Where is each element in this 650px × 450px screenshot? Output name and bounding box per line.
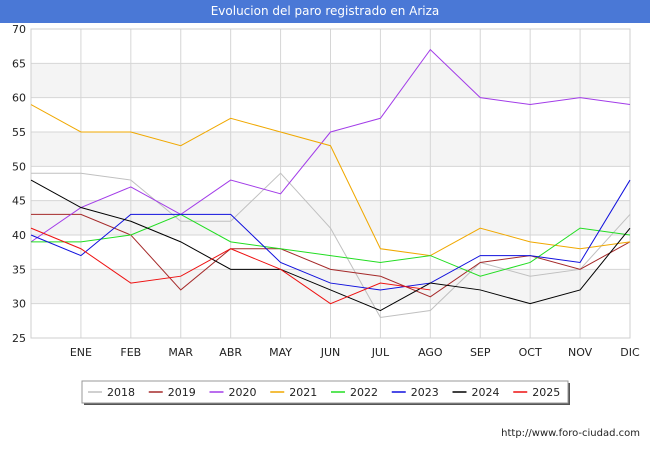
legend-label-2019: 2019 <box>168 386 196 399</box>
legend-label-2023: 2023 <box>411 386 439 399</box>
x-tick-label: ABR <box>219 346 242 359</box>
x-axis-ticks: ENE FEB MAR ABR MAY JUN JUL AGO SEP OCT NOV DIC <box>70 346 640 359</box>
y-tick-label: 70 <box>12 23 26 36</box>
legend-box <box>81 380 569 404</box>
x-tick-label: JUN <box>320 346 341 359</box>
legend-label-2025: 2025 <box>532 386 560 399</box>
y-axis-ticks: 25 30 35 40 45 50 55 60 65 70 <box>12 23 26 345</box>
legend-label-2022: 2022 <box>350 386 378 399</box>
x-tick-label: MAY <box>269 346 292 359</box>
series-line-2023 <box>30 179 631 291</box>
legend-label-2018: 2018 <box>107 386 135 399</box>
x-tick-label: FEB <box>120 346 141 359</box>
x-tick-label: MAR <box>168 346 193 359</box>
plot-frame <box>30 28 631 339</box>
y-tick-label: 65 <box>12 57 26 70</box>
x-tick-label: SEP <box>470 346 491 359</box>
y-tick-label: 40 <box>12 229 26 242</box>
series-line-2025 <box>30 227 431 305</box>
y-tick-label: 25 <box>12 332 26 345</box>
series-line-2022 <box>31 213 631 277</box>
y-tick-label: 30 <box>12 298 26 311</box>
legend-label-2024: 2024 <box>472 386 500 399</box>
series-lines <box>30 48 631 318</box>
x-tick-label: NOV <box>568 346 593 359</box>
chart-title: Evolucion del paro registrado en Ariza <box>210 4 440 18</box>
y-tick-label: 50 <box>12 160 26 173</box>
x-tick-label: ENE <box>70 346 92 359</box>
y-tick-label: 35 <box>12 263 26 276</box>
series-line-2021 <box>30 104 631 257</box>
legend-label-2020: 2020 <box>229 386 257 399</box>
x-tick-label: AGO <box>418 346 443 359</box>
x-tick-label: JUL <box>371 346 390 359</box>
y-tick-label: 55 <box>12 126 26 139</box>
y-tick-label: 45 <box>12 195 26 208</box>
source-credit: http://www.foro-ciudad.com <box>501 428 640 439</box>
legend-label-2021: 2021 <box>289 386 317 399</box>
legend: 2018 2019 2020 2021 2022 2023 2024 2025 <box>81 380 570 405</box>
title-bar <box>0 0 650 23</box>
x-tick-label: DIC <box>620 346 640 359</box>
x-tick-label: OCT <box>519 346 542 359</box>
y-tick-label: 60 <box>12 92 26 105</box>
series-line-2018 <box>31 172 631 318</box>
series-line-2020 <box>30 48 631 243</box>
series-line-2024 <box>30 179 631 312</box>
